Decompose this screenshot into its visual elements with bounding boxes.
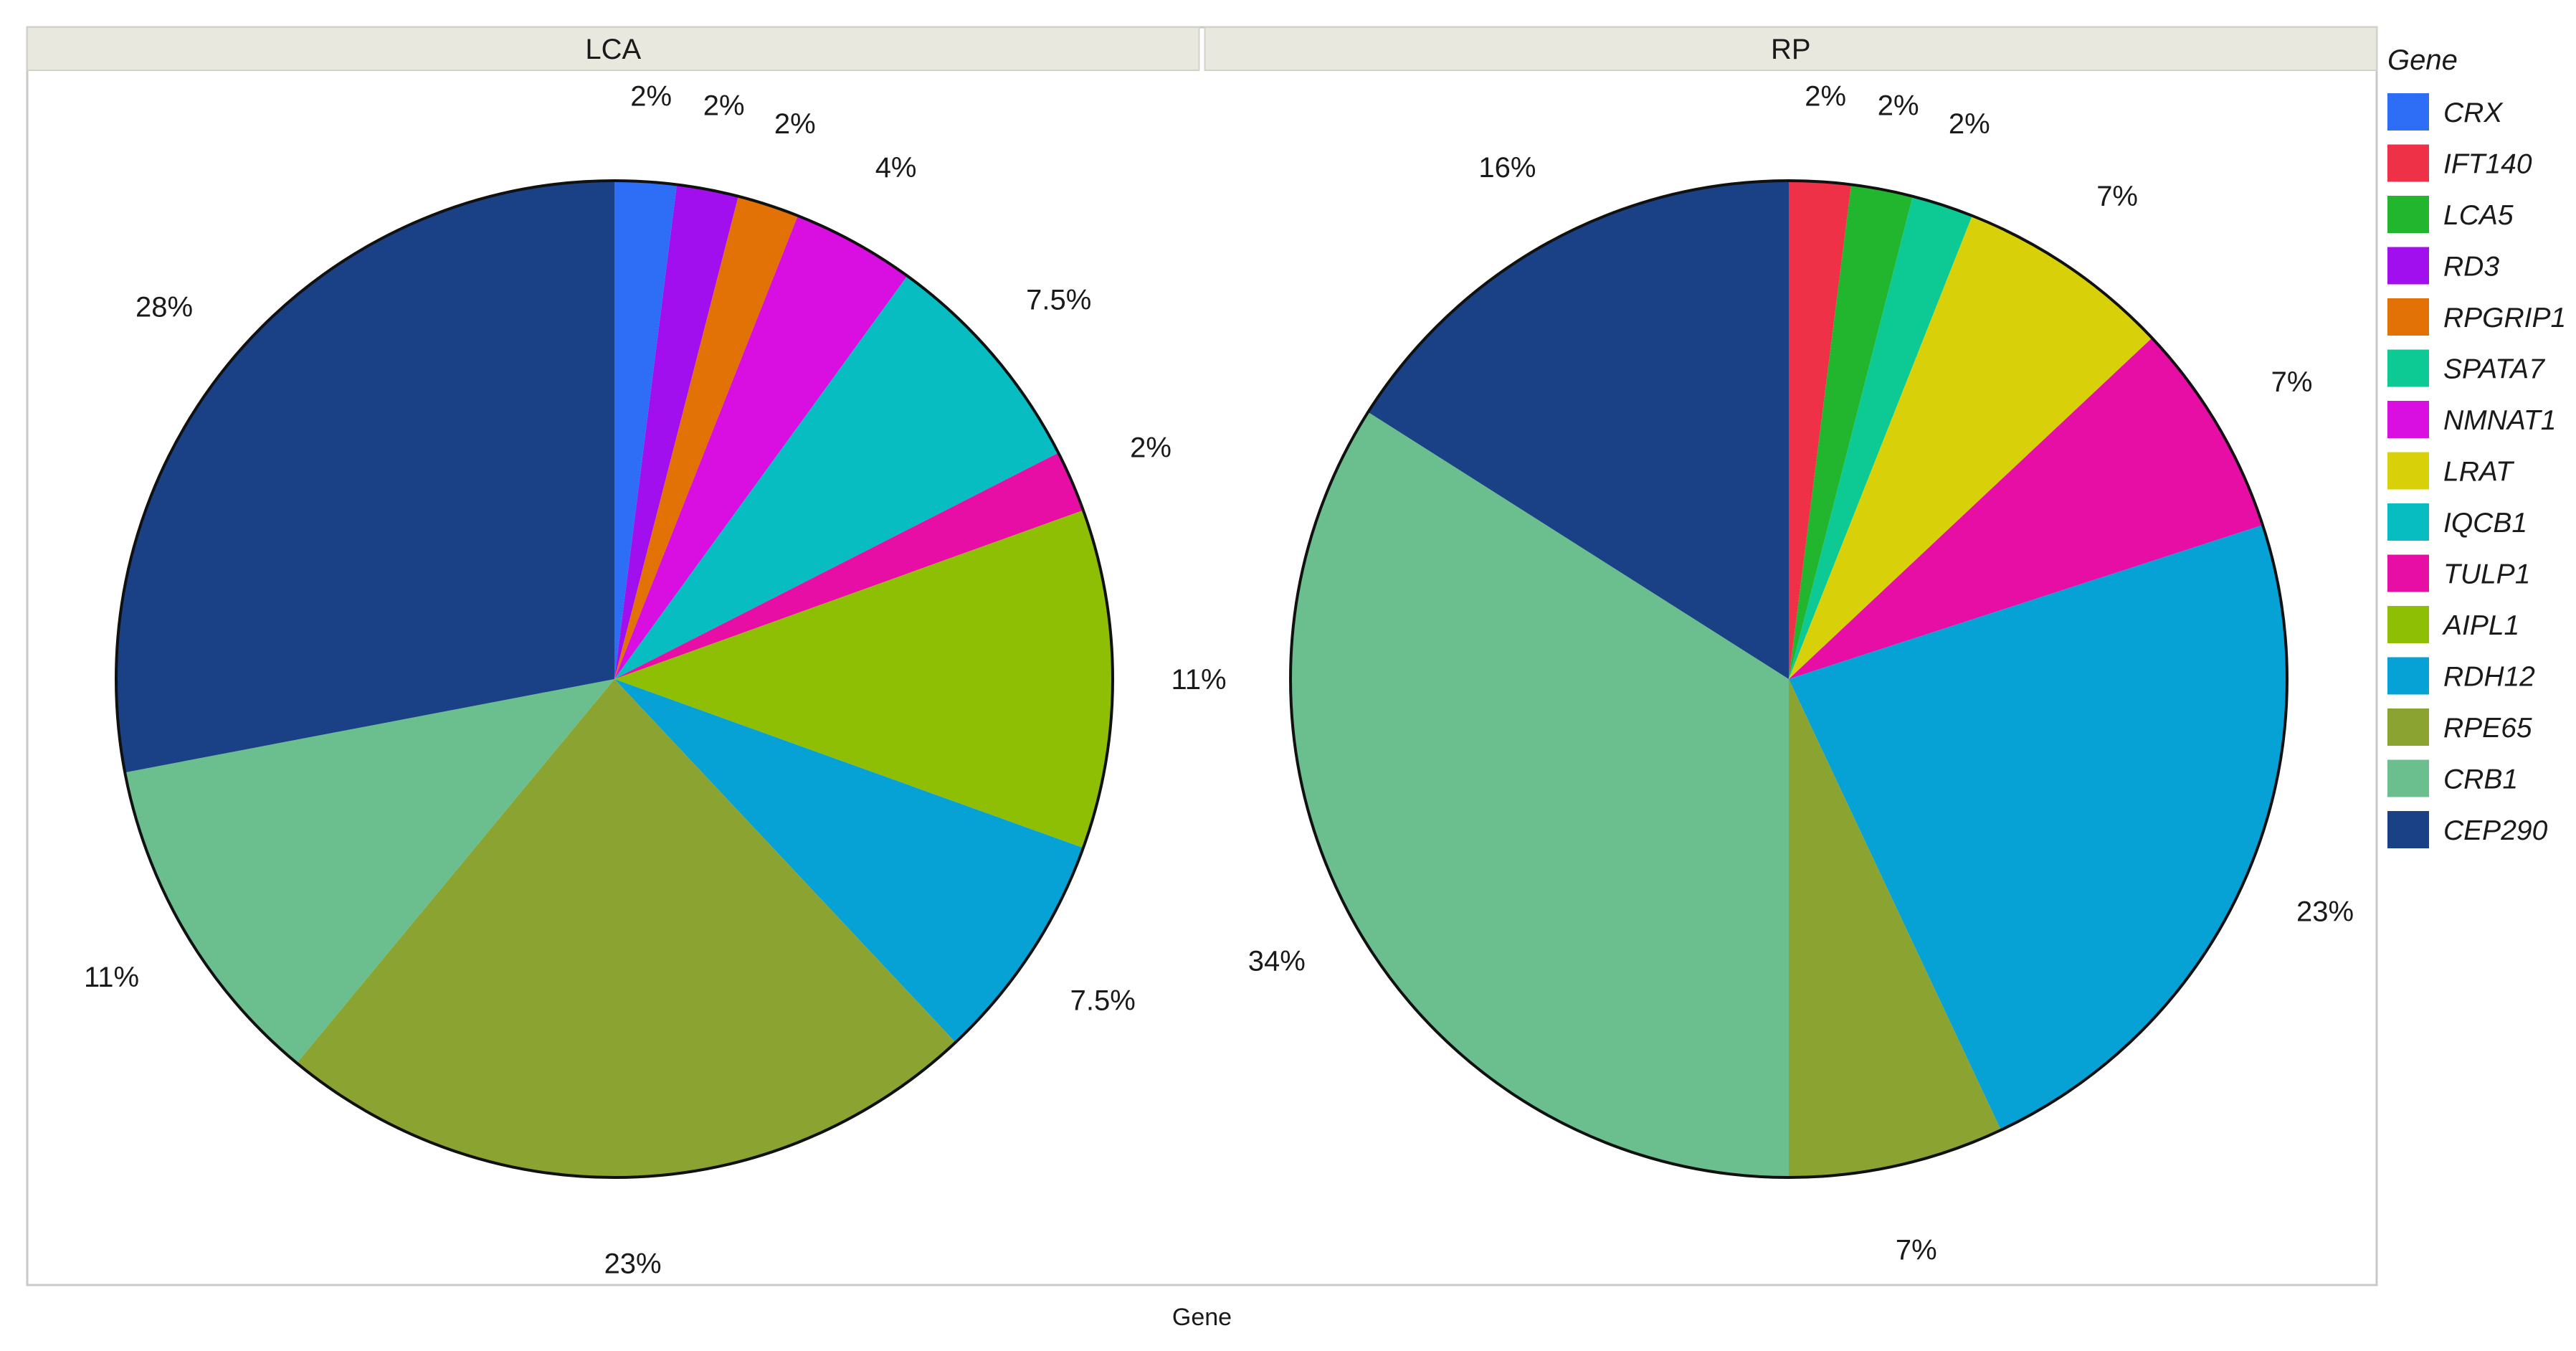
slice-label-rp-spata7: 2% xyxy=(1949,108,1990,140)
legend-label-rpe65: RPE65 xyxy=(2443,713,2532,744)
slice-label-lca-crb1: 11% xyxy=(84,962,139,993)
legend-label-crx: CRX xyxy=(2443,98,2504,128)
legend-swatch-rpgrip1 xyxy=(2387,298,2429,336)
facet-title-lca: LCA xyxy=(585,34,641,65)
legend-label-aipl1: AIPL1 xyxy=(2442,610,2519,641)
legend-label-lca5: LCA5 xyxy=(2443,200,2514,231)
pie-slice-lca-rdh12 xyxy=(614,679,1083,1043)
slice-label-lca-iqcb1: 7.5% xyxy=(1026,285,1091,316)
slice-label-lca-rd3: 2% xyxy=(703,90,745,121)
legend-swatch-crb1 xyxy=(2387,759,2429,797)
slice-label-rp-lrat: 7% xyxy=(2096,181,2138,212)
facet-strip-lca xyxy=(27,27,1200,71)
pie-slice-lca-cep290 xyxy=(115,181,614,773)
legend-label-rpgrip1: RPGRIP1 xyxy=(2443,303,2566,333)
legend-swatch-lca5 xyxy=(2387,196,2429,233)
legend-swatch-rdh12 xyxy=(2387,657,2429,695)
legend-label-ift140: IFT140 xyxy=(2443,149,2532,180)
legend-swatch-tulp1 xyxy=(2387,554,2429,592)
slice-label-rp-rdh12: 23% xyxy=(2296,896,2354,928)
x-axis-title: Gene xyxy=(1172,1304,1232,1331)
legend-label-cep290: CEP290 xyxy=(2443,815,2548,846)
slice-label-lca-rdh12: 7.5% xyxy=(1070,985,1136,1017)
pie-slice-rp-lrat xyxy=(1789,215,2152,679)
slice-label-rp-tulp1: 7% xyxy=(2271,366,2313,398)
pie-slice-lca-nmnat1 xyxy=(614,215,908,679)
legend-swatch-ift140 xyxy=(2387,144,2429,182)
pie-slice-rp-spata7 xyxy=(1789,196,1972,680)
legend-swatch-iqcb1 xyxy=(2387,503,2429,541)
pie-slice-rp-rdh12 xyxy=(1789,525,2287,1130)
legend-swatch-rd3 xyxy=(2387,247,2429,285)
slice-label-lca-rpe65: 23% xyxy=(604,1248,662,1280)
slice-label-lca-aipl1: 11% xyxy=(1171,664,1226,696)
pie-slice-rp-rpe65 xyxy=(1789,679,2001,1177)
pie-slice-rp-cep290 xyxy=(1368,181,1789,679)
facet-strip-rp xyxy=(1204,27,2377,71)
legend-swatch-aipl1 xyxy=(2387,606,2429,643)
pie-slice-rp-tulp1 xyxy=(1789,338,2263,679)
pie-slice-lca-rpe65 xyxy=(296,679,956,1178)
legend-swatch-crx xyxy=(2387,93,2429,131)
legend-label-iqcb1: IQCB1 xyxy=(2443,508,2527,539)
pie-slice-lca-iqcb1 xyxy=(614,275,1059,680)
legend-label-crb1: CRB1 xyxy=(2443,764,2518,795)
slice-label-lca-rpgrip1: 2% xyxy=(774,108,816,140)
pie-slice-lca-crb1 xyxy=(125,679,614,1063)
legend-label-rd3: RD3 xyxy=(2443,252,2499,283)
slice-label-rp-cep290: 16% xyxy=(1478,152,1536,184)
pie-slice-lca-aipl1 xyxy=(614,510,1113,848)
legend-label-lrat: LRAT xyxy=(2443,457,2515,488)
slice-label-lca-nmnat1: 4% xyxy=(875,152,917,184)
pie-slice-lca-tulp1 xyxy=(614,452,1083,679)
slice-label-lca-tulp1: 2% xyxy=(1130,432,1171,463)
legend-label-tulp1: TULP1 xyxy=(2443,559,2530,590)
legend-title: Gene xyxy=(2387,44,2458,76)
facet-title-rp: RP xyxy=(1771,34,1811,65)
legend-swatch-cep290 xyxy=(2387,811,2429,848)
slice-label-rp-crb1: 34% xyxy=(1248,946,1306,977)
legend-swatch-rpe65 xyxy=(2387,708,2429,746)
slice-label-lca-crx: 2% xyxy=(630,81,672,113)
legend-label-nmnat1: NMNAT1 xyxy=(2443,405,2556,436)
pie-outline-lca xyxy=(115,179,1114,1179)
pie-slice-rp-ift140 xyxy=(1789,181,1852,679)
slice-label-rp-ift140: 2% xyxy=(1805,81,1846,113)
pie-outline-rp xyxy=(1289,179,2289,1179)
pie-slice-lca-crx xyxy=(614,181,678,679)
slice-label-rp-lca5: 2% xyxy=(1878,90,1919,121)
legend-label-rdh12: RDH12 xyxy=(2443,662,2535,693)
pie-slice-lca-rd3 xyxy=(614,184,738,680)
pie-slice-rp-lca5 xyxy=(1789,184,1913,680)
pie-slice-lca-rpgrip1 xyxy=(614,196,798,680)
slice-label-rp-rpe65: 7% xyxy=(1896,1234,1937,1266)
pie-slice-rp-crb1 xyxy=(1290,412,1789,1177)
legend-label-spata7: SPATA7 xyxy=(2443,354,2545,385)
slice-label-lca-cep290: 28% xyxy=(136,292,193,323)
legend-swatch-lrat xyxy=(2387,452,2429,490)
legend-swatch-nmnat1 xyxy=(2387,401,2429,438)
legend-swatch-spata7 xyxy=(2387,349,2429,387)
